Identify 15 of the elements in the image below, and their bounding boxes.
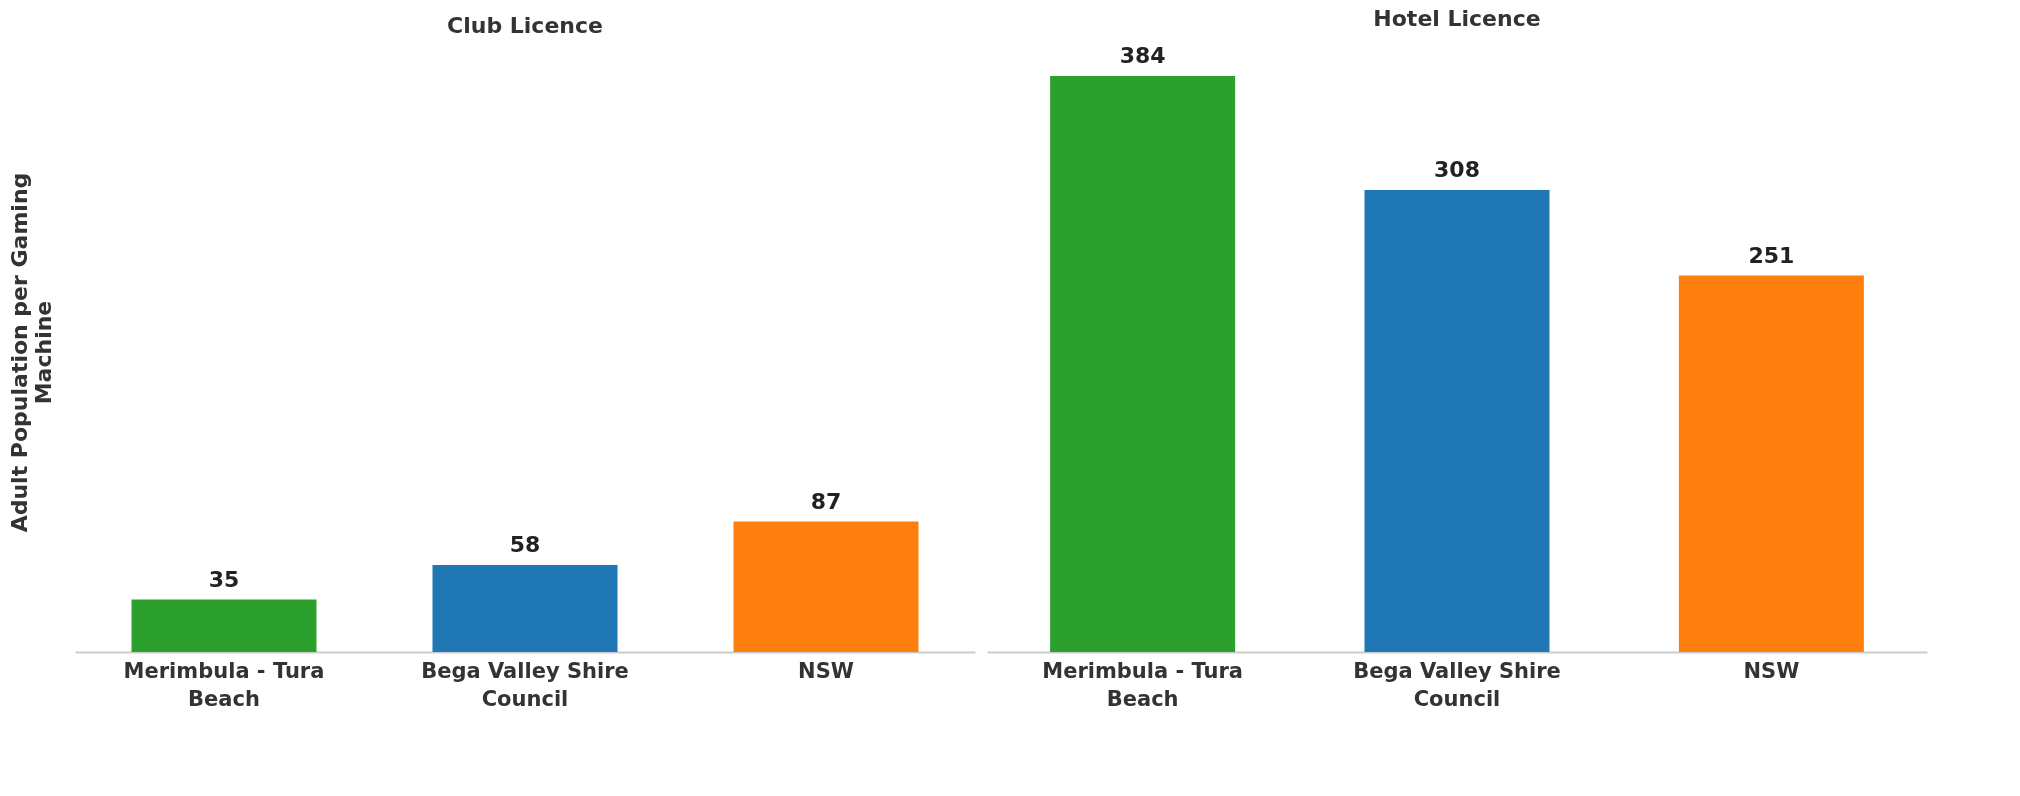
data-label: 58 (509, 532, 541, 557)
x-tick-label: Merimbula - Tura Beach (123, 658, 325, 711)
x-tick-label: Bega Valley Shire Council (421, 658, 629, 711)
chart-title: Club Licence (447, 13, 603, 38)
x-tick-label: NSW (798, 658, 854, 683)
data-label: 308 (1434, 157, 1480, 182)
x-tick-label: Bega Valley Shire Council (1353, 658, 1561, 711)
data-label: 251 (1748, 242, 1795, 268)
x-tick-label: Merimbula - Tura Beach (1042, 658, 1243, 711)
y-axis-title: Adult Population per Gaming Machine (6, 172, 56, 533)
data-label: 35 (208, 566, 240, 592)
x-tick-label: NSW (1743, 658, 1800, 683)
data-label: 87 (810, 488, 842, 514)
data-label: 384 (1119, 43, 1166, 68)
chart-title: Hotel Licence (1373, 6, 1541, 31)
